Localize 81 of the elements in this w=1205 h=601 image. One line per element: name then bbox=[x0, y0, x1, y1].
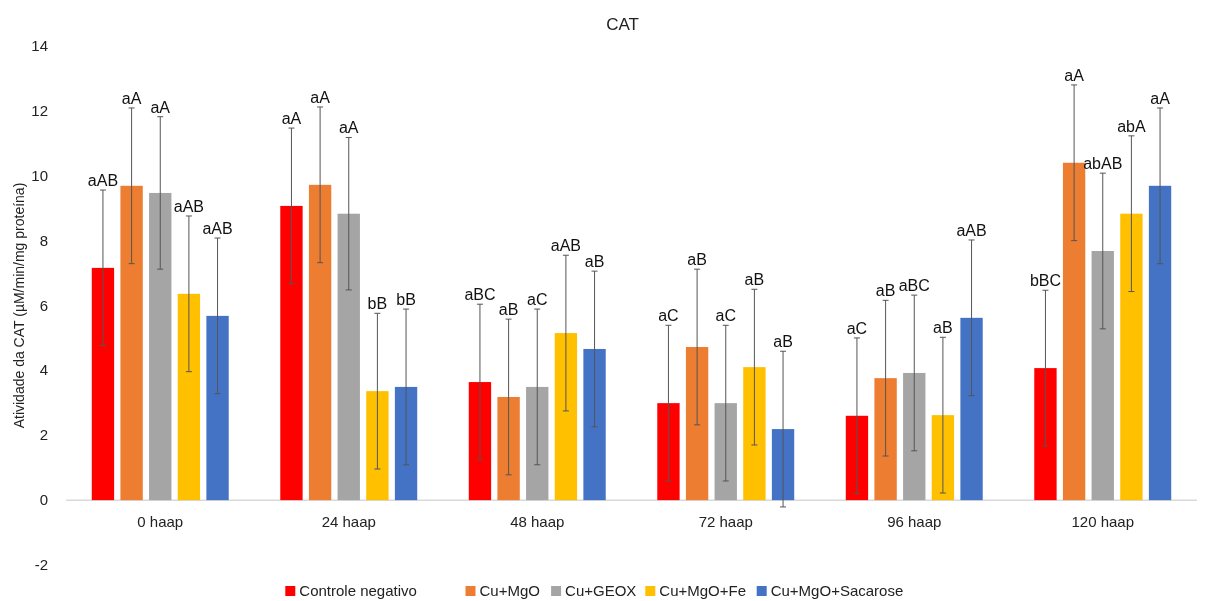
annotation: bB bbox=[396, 291, 416, 309]
annotation: aC bbox=[658, 307, 679, 325]
legend-label: Cu+MgO+Fe bbox=[659, 582, 747, 599]
bar bbox=[1062, 162, 1086, 501]
bar bbox=[91, 267, 115, 501]
bar bbox=[931, 415, 955, 501]
x-tick-label: 120 haap bbox=[1071, 513, 1135, 531]
x-tick-label: 48 haap bbox=[510, 513, 565, 531]
annotation: aBC bbox=[464, 286, 496, 304]
annotation: aA bbox=[1150, 89, 1171, 107]
y-tick-label: 8 bbox=[39, 231, 48, 249]
annotation: aB bbox=[687, 251, 707, 269]
bar bbox=[366, 391, 389, 501]
bar bbox=[845, 415, 869, 501]
bar bbox=[308, 184, 332, 501]
annotation: aAB bbox=[202, 220, 233, 238]
bar bbox=[1120, 213, 1143, 501]
annotation: aBC bbox=[898, 277, 930, 295]
bar bbox=[526, 386, 549, 501]
bar bbox=[337, 213, 360, 501]
bar bbox=[583, 348, 606, 501]
legend-label: Cu+MgO bbox=[479, 582, 540, 599]
annotation: aB bbox=[498, 301, 519, 319]
x-tick-label: 24 haap bbox=[321, 513, 376, 531]
bar bbox=[1034, 368, 1057, 501]
annotation: aB bbox=[933, 319, 953, 337]
annotation: aAB bbox=[173, 197, 205, 215]
annotation: aB bbox=[584, 253, 605, 271]
y-tick-label: 2 bbox=[39, 426, 48, 444]
bar bbox=[657, 403, 680, 501]
bar bbox=[177, 293, 201, 501]
annotation: aA bbox=[338, 119, 359, 137]
annotation: aB bbox=[744, 271, 765, 289]
annotation: aB bbox=[875, 282, 896, 300]
annotation: aC bbox=[527, 291, 548, 309]
annotation: aC bbox=[715, 307, 736, 325]
bar bbox=[149, 192, 172, 501]
bar bbox=[120, 185, 143, 501]
x-tick-label: 72 haap bbox=[698, 513, 753, 531]
y-tick-label: 14 bbox=[31, 37, 48, 54]
bar bbox=[685, 347, 709, 501]
annotation: aA bbox=[121, 89, 142, 107]
bar bbox=[497, 396, 520, 501]
legend-label: Controle negativo bbox=[299, 582, 417, 599]
annotation: aC bbox=[846, 319, 868, 337]
annotation: abA bbox=[1117, 117, 1146, 135]
bar bbox=[206, 315, 229, 501]
bar bbox=[1148, 185, 1172, 501]
bar bbox=[874, 378, 897, 501]
annotation: abAB bbox=[1083, 155, 1123, 173]
y-tick-label: -2 bbox=[34, 556, 48, 573]
legend-label: Cu+GEOX bbox=[565, 582, 637, 599]
annotation: bB bbox=[367, 295, 388, 313]
legend-label: Cu+MgO+Sacarose bbox=[770, 582, 904, 599]
bar bbox=[394, 386, 418, 501]
bar bbox=[960, 317, 983, 501]
annotation: aAB bbox=[550, 237, 582, 255]
annotation: aAB bbox=[956, 221, 987, 239]
bar bbox=[280, 205, 303, 501]
bar bbox=[903, 372, 926, 501]
x-tick-label: 0 haap bbox=[137, 513, 184, 531]
x-tick-label: 96 haap bbox=[887, 513, 942, 531]
annotation: aB bbox=[773, 333, 793, 351]
bar bbox=[743, 367, 766, 501]
annotation: bBC bbox=[1029, 272, 1062, 290]
y-tick-label: 6 bbox=[39, 296, 48, 314]
annotation: aAB bbox=[87, 172, 119, 190]
y-axis-title: Atividade da CAT (µM/min/mg proteína) bbox=[11, 182, 27, 429]
y-tick-label: 12 bbox=[31, 101, 48, 119]
y-tick-label: 10 bbox=[31, 166, 48, 184]
bar bbox=[1091, 251, 1114, 501]
annotation: aA bbox=[281, 110, 302, 128]
annotation: aA bbox=[150, 98, 171, 116]
chart-title: CAT bbox=[606, 15, 639, 34]
annotation: aA bbox=[1064, 66, 1085, 84]
bar bbox=[554, 333, 578, 501]
bar bbox=[714, 403, 737, 501]
bar bbox=[468, 382, 492, 501]
annotation: aA bbox=[310, 88, 331, 106]
y-tick-label: 4 bbox=[39, 361, 48, 379]
y-tick-label: 0 bbox=[39, 491, 48, 509]
